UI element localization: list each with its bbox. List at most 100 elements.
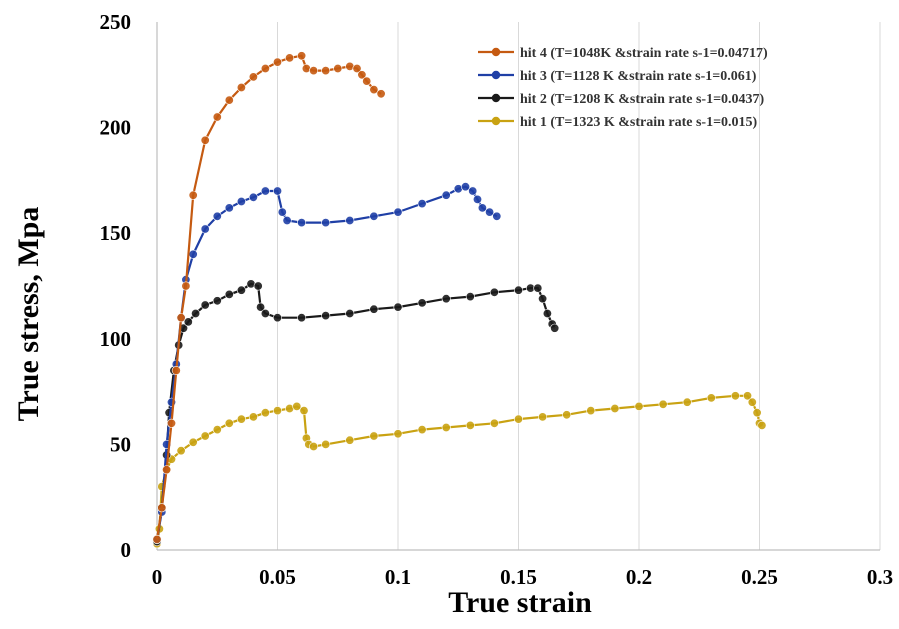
data-point: [236, 83, 246, 93]
data-point: [550, 323, 560, 333]
data-point: [513, 414, 523, 424]
data-point: [309, 441, 319, 451]
data-point: [260, 186, 270, 196]
x-tick-label: 0: [152, 565, 163, 589]
data-point: [362, 76, 372, 86]
data-point: [345, 308, 355, 318]
data-point: [538, 412, 548, 422]
data-point: [538, 294, 548, 304]
data-point: [485, 207, 495, 217]
data-point: [272, 313, 282, 323]
data-point: [562, 410, 572, 420]
series-line: [155, 394, 763, 544]
legend-marker: [491, 116, 501, 126]
legend-marker: [491, 70, 501, 80]
data-point: [167, 418, 177, 428]
data-point: [489, 418, 499, 428]
data-point: [224, 203, 234, 213]
data-point: [297, 313, 307, 323]
data-point: [352, 64, 362, 74]
data-point: [376, 89, 386, 99]
data-point: [272, 186, 282, 196]
data-point: [460, 182, 470, 192]
series-3: [152, 182, 502, 544]
data-point: [260, 408, 270, 418]
data-point: [212, 112, 222, 122]
data-point: [489, 287, 499, 297]
data-point: [224, 95, 234, 105]
data-point: [542, 308, 552, 318]
data-point: [212, 296, 222, 306]
data-point: [224, 289, 234, 299]
data-point: [742, 391, 752, 401]
data-point: [417, 199, 427, 209]
series-2: [152, 279, 560, 547]
data-point: [200, 300, 210, 310]
legend-item: hit 1 (T=1323 K &strain rate s-1=0.015): [478, 115, 758, 130]
data-point: [477, 203, 487, 213]
data-point: [513, 285, 523, 295]
x-axis-title: True strain: [448, 586, 592, 619]
data-point: [212, 211, 222, 221]
data-point: [369, 85, 379, 95]
data-point: [682, 397, 692, 407]
data-point: [309, 66, 319, 76]
legend-item: hit 4 (T=1048K &strain rate s-1=0.04717): [478, 46, 768, 61]
data-point: [345, 435, 355, 445]
legend-label: hit 2 (T=1208 K &strain rate s-1=0.0437): [520, 92, 765, 107]
y-tick-label: 150: [100, 221, 132, 245]
data-point: [321, 218, 331, 228]
series-line: [155, 54, 382, 540]
data-point: [468, 186, 478, 196]
data-point: [200, 431, 210, 441]
data-point: [157, 503, 167, 513]
data-point: [369, 304, 379, 314]
legend-label: hit 1 (T=1323 K &strain rate s-1=0.015): [520, 115, 758, 130]
y-tick-label: 100: [100, 327, 132, 351]
data-point: [533, 283, 543, 293]
legend-label: hit 4 (T=1048K &strain rate s-1=0.04717): [520, 46, 768, 61]
data-point: [321, 439, 331, 449]
data-point: [417, 298, 427, 308]
data-point: [248, 192, 258, 202]
data-point: [224, 418, 234, 428]
data-point: [188, 249, 198, 259]
data-point: [248, 412, 258, 422]
y-tick-label: 200: [100, 116, 132, 140]
y-tick-label: 50: [110, 432, 131, 456]
data-point: [188, 190, 198, 200]
data-point: [345, 216, 355, 226]
y-tick-label: 250: [100, 10, 132, 34]
legend: hit 4 (T=1048K &strain rate s-1=0.04717)…: [478, 46, 768, 130]
series-line: [155, 185, 498, 540]
data-point: [417, 425, 427, 435]
data-point: [465, 420, 475, 430]
data-point: [191, 308, 201, 318]
data-point: [181, 281, 191, 291]
y-tick-label: 0: [121, 538, 132, 562]
data-point: [492, 211, 502, 221]
data-point: [752, 408, 762, 418]
data-point: [200, 224, 210, 234]
data-point: [297, 218, 307, 228]
data-point: [272, 57, 282, 67]
x-tick-label: 0.15: [500, 565, 537, 589]
data-point: [730, 391, 740, 401]
data-point: [472, 194, 482, 204]
data-point: [236, 285, 246, 295]
data-point: [369, 211, 379, 221]
axes: 0 0.05 0.1 0.15 0.2 0.25 0.3 0 50 100 150 200 250: [100, 10, 894, 589]
data-point: [236, 197, 246, 207]
data-point: [260, 308, 270, 318]
data-point: [260, 64, 270, 74]
data-point: [706, 393, 716, 403]
data-point: [285, 53, 295, 63]
data-point: [272, 406, 282, 416]
series-1: [152, 391, 767, 549]
data-point: [171, 365, 181, 375]
legend-label: hit 3 (T=1128 K &strain rate s-1=0.061): [520, 69, 757, 84]
data-point: [393, 302, 403, 312]
data-point: [248, 72, 258, 82]
